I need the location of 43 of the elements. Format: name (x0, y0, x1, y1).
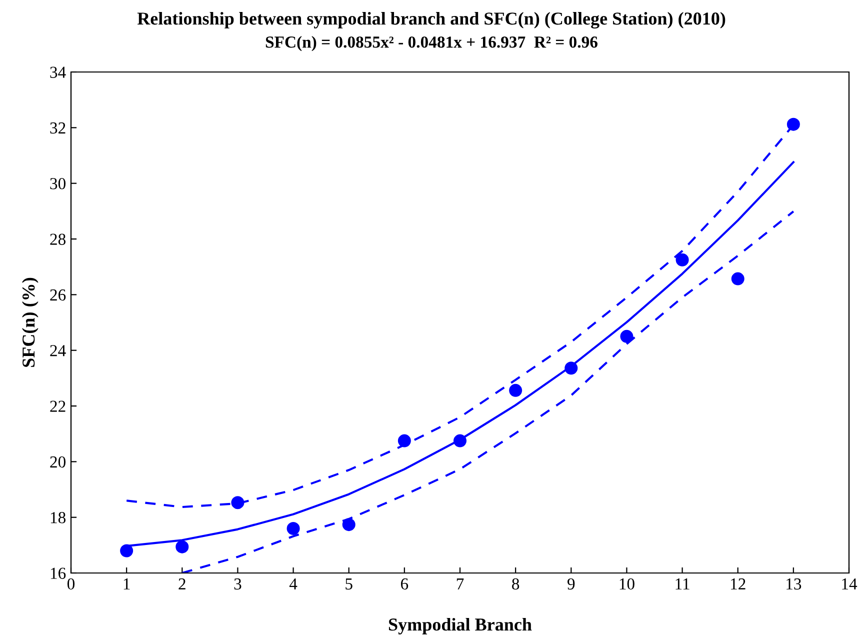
x-tick-label: 5 (346, 578, 352, 590)
point (453, 434, 467, 448)
point (676, 253, 689, 266)
point (231, 496, 244, 510)
x-tick-label: 0 (67, 578, 75, 590)
point (176, 540, 189, 554)
point (509, 384, 522, 397)
point (620, 330, 634, 343)
point (564, 362, 578, 375)
y-tick-label: 26 (50, 289, 66, 301)
x-tick-label: 8 (512, 578, 520, 590)
x-axis-title: Sympodial Branch (388, 618, 532, 634)
x-tick-label: 7 (456, 578, 464, 590)
x-tick-label: 9 (568, 578, 575, 590)
x-tick-label: 14 (842, 578, 858, 590)
y-tick-label: 20 (50, 456, 66, 468)
line-series (181, 210, 794, 573)
x-tick-label: 4 (289, 578, 298, 590)
point (120, 544, 134, 558)
x-tick-label: 1 (124, 578, 130, 590)
x-tick-label: 6 (400, 578, 408, 590)
y-axis-title: SFC(n) (%) (22, 278, 38, 367)
y-tick-label: 16 (50, 568, 66, 579)
x-tick-label: 3 (234, 578, 242, 590)
point (398, 434, 411, 448)
y-tick-label: 18 (50, 512, 66, 524)
y-tick-label: 32 (50, 122, 66, 134)
y-tick-label: 22 (50, 400, 66, 412)
y-tick-label: 28 (50, 234, 66, 245)
point (342, 518, 356, 532)
chart-subtitle: SFC(n) = 0.0855x² - 0.0481x + 16.937 R² = 0.96 (266, 36, 598, 52)
y-tick-label: 30 (50, 178, 66, 190)
x-tick-label: 12 (730, 578, 746, 590)
y-tick-label: 24 (50, 345, 66, 356)
x-tick-label: 2 (178, 578, 186, 590)
chart-title: Relationship between sympodial branch and SFC(n) (College Station) (2010) (137, 12, 726, 29)
point (731, 272, 744, 286)
x-tick-label: 11 (676, 578, 690, 590)
y-tick-label: 34 (50, 66, 66, 78)
point (786, 118, 800, 131)
x-tick-label: 10 (620, 578, 634, 590)
x-tick-label: 13 (786, 578, 802, 590)
point (286, 522, 300, 535)
